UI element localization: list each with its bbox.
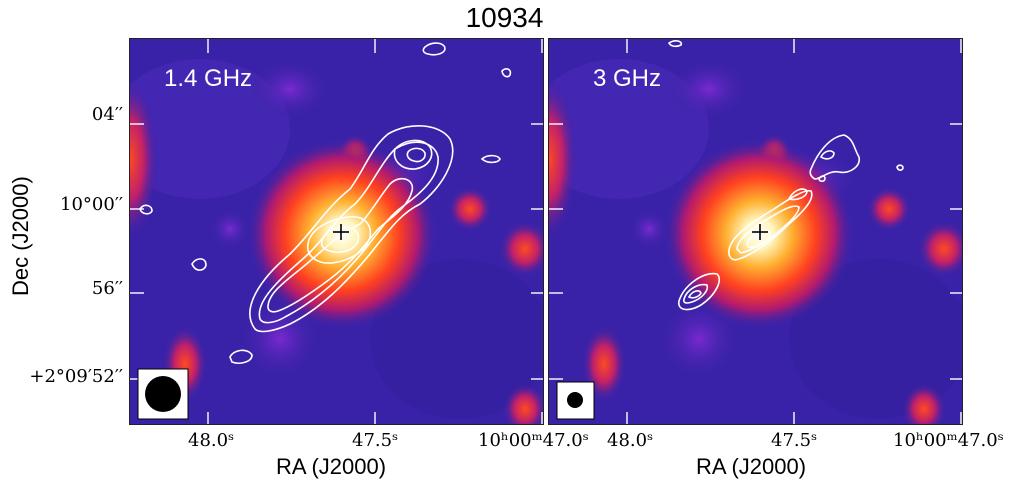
source-position-marker [752,224,768,240]
axis-ticks [549,39,962,424]
x-tick-label: 47.5ˢ [771,430,818,451]
beam-size-icon [145,376,181,412]
radio-map-image [549,39,962,424]
y-tick-label: +2°09′52′′ [29,366,123,387]
contour-lines [139,42,512,364]
y-tick-label: 04′′ [91,104,123,125]
x-tick-label: 10ʰ00ᵐ47.0ˢ [478,430,589,451]
axis-ticks [130,39,543,424]
band-label: 1.4 GHz [164,65,253,92]
x-tick-label: 48.0ˢ [607,430,654,451]
x-axis-title: RA (J2000) [696,454,807,479]
x-tick-label: 48.0ˢ [188,430,235,451]
radio-map-panel-2: 3 GHz [548,38,963,425]
source-position-marker [333,224,349,240]
beam-size-icon [567,392,583,408]
x-tick-label: 10ʰ00ᵐ47.0ˢ [893,430,1004,451]
y-tick-label: 56′′ [91,278,123,299]
y-tick-label: 10°00′′ [60,194,123,215]
radio-map-panel-1: 1.4 GHz [129,38,544,425]
radio-map-image [130,39,543,424]
contour-lines [667,40,904,311]
band-label: 3 GHz [593,65,662,92]
figure-title: 10934 [465,2,544,33]
x-axis-title: RA (J2000) [276,454,387,479]
x-tick-label: 47.5ˢ [352,430,399,451]
